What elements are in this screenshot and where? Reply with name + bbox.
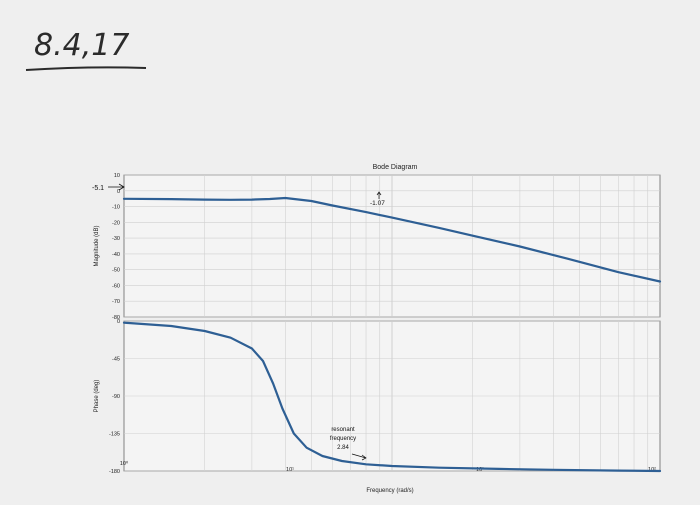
dc-gain-arrow — [108, 183, 125, 191]
y-tick-label: -80 — [112, 315, 120, 321]
y-tick-label: -20 — [112, 220, 120, 226]
y-tick-label: 0 — [117, 189, 120, 195]
tick-labels: 100-10-20-30-40-50-60-70-800-45-90-135-1… — [109, 173, 656, 475]
peak-annotation: -1.07 — [370, 200, 385, 207]
y-tick-label: -30 — [112, 236, 120, 242]
grid-lines — [124, 174, 660, 472]
peak-arrow — [376, 191, 382, 199]
y-tick-label: -40 — [112, 252, 120, 258]
x-tick-label: 10¹ — [286, 467, 294, 473]
y-tick-label: -50 — [112, 268, 120, 274]
y-tick-label: 10 — [114, 173, 120, 179]
magnitude-curve — [122, 196, 662, 283]
phase-curve — [122, 321, 662, 473]
y-tick-label: -90 — [112, 394, 120, 400]
y-tick-label: -180 — [109, 469, 120, 475]
x-tick-label: 10¹ — [476, 467, 484, 473]
svg-text:frequency: frequency — [330, 436, 356, 442]
y-tick-label: -10 — [112, 205, 120, 211]
y-tick-label: -60 — [112, 283, 120, 289]
resonant-frequency-arrow — [351, 453, 367, 461]
magnitude-y-axis-label: Magnitude (dB) — [94, 225, 100, 266]
plot-curves — [122, 196, 662, 473]
phase-y-axis-label: Phase (deg) — [94, 380, 100, 413]
y-tick-label: -45 — [112, 357, 120, 363]
y-tick-label: -135 — [109, 432, 120, 438]
chart-title: Bode Diagram — [373, 164, 418, 171]
handwritten-underline — [25, 66, 147, 71]
svg-text:resonant: resonant — [331, 427, 355, 433]
y-tick-label: 0 — [117, 319, 120, 325]
dc-gain-annotation: -5.1 — [92, 185, 104, 192]
x-axis-label: Frequency (rad/s) — [366, 488, 413, 494]
handwritten-problem-number: 8.4,17 — [34, 28, 129, 63]
x-tick-label: 10⁰ — [120, 460, 129, 467]
y-tick-label: -70 — [112, 299, 120, 305]
svg-text:2.84: 2.84 — [337, 445, 349, 451]
resonant-frequency-annotation: resonant frequency 2.84 — [330, 427, 356, 451]
